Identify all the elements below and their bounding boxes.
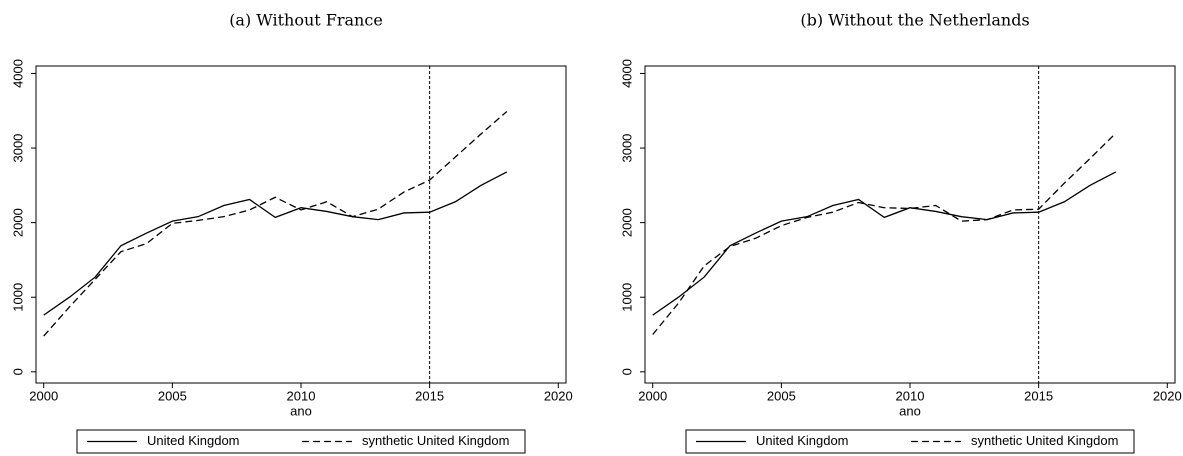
x-axis-label: ano [899, 403, 921, 418]
y-tick-label: 2000 [619, 208, 634, 237]
y-tick-label: 1000 [10, 283, 25, 312]
y-tick-label: 3000 [10, 134, 25, 163]
x-tick-label: 2010 [287, 388, 316, 403]
legend-box [685, 429, 1135, 454]
plot-frame [644, 65, 1176, 384]
y-tick-label: 0 [10, 368, 25, 375]
data-line [43, 171, 508, 316]
y-tick-label: 1000 [619, 283, 634, 312]
y-tick-label: 4000 [619, 59, 634, 88]
x-tick-label: 2000 [638, 388, 667, 403]
legend-label: United Kingdom [756, 433, 849, 448]
y-tick-label: 4000 [10, 59, 25, 88]
data-line [652, 132, 1117, 335]
x-tick-label: 2000 [29, 388, 58, 403]
y-tick-label: 2000 [10, 208, 25, 237]
data-line [652, 171, 1117, 316]
x-tick-label: 2005 [158, 388, 187, 403]
chart-title: (b) Without the Netherlands [800, 11, 1029, 30]
x-tick-label: 2010 [896, 388, 925, 403]
data-line [43, 111, 508, 337]
legend-label: synthetic United Kingdom [971, 433, 1118, 448]
y-tick-label: 0 [619, 368, 634, 375]
legend-box [76, 429, 526, 454]
y-tick-label: 3000 [619, 134, 634, 163]
x-tick-label: 2020 [1153, 388, 1182, 403]
plot-frame [35, 65, 567, 384]
x-axis-label: ano [290, 403, 312, 418]
x-tick-label: 2005 [767, 388, 796, 403]
legend-label: synthetic United Kingdom [362, 433, 509, 448]
chart-title: (a) Without France [229, 11, 383, 30]
legend-label: United Kingdom [147, 433, 240, 448]
x-tick-label: 2020 [544, 388, 573, 403]
x-tick-label: 2015 [1024, 388, 1053, 403]
x-tick-label: 2015 [415, 388, 444, 403]
